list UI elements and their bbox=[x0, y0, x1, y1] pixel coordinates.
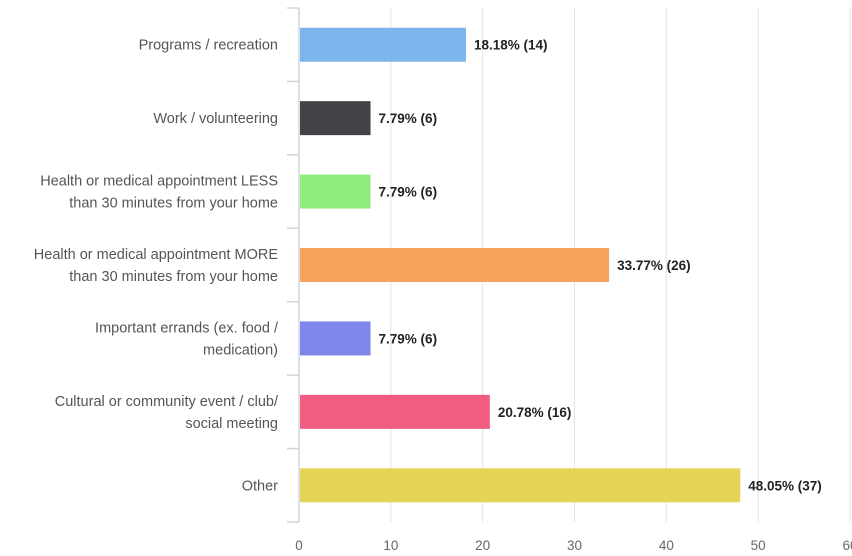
x-tick-label-30: 30 bbox=[567, 538, 582, 553]
bar-3 bbox=[300, 248, 610, 282]
category-label-line: Other bbox=[242, 478, 278, 494]
bar-0 bbox=[300, 27, 466, 62]
category-label-6: Other bbox=[242, 478, 278, 494]
category-label-line: Important errands (ex. food / bbox=[95, 320, 279, 336]
category-label-line: Health or medical appointment MORE bbox=[34, 247, 279, 263]
x-tick-label-50: 50 bbox=[751, 538, 766, 553]
category-label-line: social meeting bbox=[185, 416, 278, 432]
category-label-2: Health or medical appointment LESS than 3… bbox=[40, 174, 278, 212]
category-label-line: medication) bbox=[203, 342, 278, 358]
data-label-1: 7.79% (6) bbox=[379, 111, 438, 126]
x-tick-label-40: 40 bbox=[659, 538, 674, 553]
category-label-1: Work / volunteering bbox=[153, 111, 278, 127]
bar-5 bbox=[300, 394, 490, 429]
data-label-6: 48.05% (37) bbox=[748, 478, 822, 493]
data-label-4: 7.79% (6) bbox=[379, 331, 438, 346]
category-label-5: Cultural or community event / club/socia… bbox=[55, 394, 279, 432]
category-label-3: Health or medical appointment MORE than 3… bbox=[34, 247, 279, 285]
category-label-line: Cultural or community event / club/ bbox=[55, 394, 279, 410]
data-label-0: 18.18% (14) bbox=[474, 38, 548, 53]
x-tick-label-60: 60 bbox=[842, 538, 852, 553]
bar-1 bbox=[300, 101, 371, 136]
category-label-line: Health or medical appointment LESS bbox=[40, 174, 278, 190]
category-label-line: than 30 minutes from your home bbox=[69, 196, 278, 212]
data-label-3: 33.77% (26) bbox=[617, 258, 691, 273]
category-label-4: Important errands (ex. food / medication) bbox=[95, 320, 279, 358]
x-tick-label-20: 20 bbox=[475, 538, 490, 553]
category-label-line: Programs / recreation bbox=[139, 38, 278, 54]
x-tick-label-0: 0 bbox=[295, 538, 303, 553]
x-tick-label-10: 10 bbox=[383, 538, 398, 553]
category-label-line: Work / volunteering bbox=[153, 111, 278, 127]
bar-6 bbox=[300, 468, 741, 503]
bar-2 bbox=[300, 174, 371, 209]
category-label-0: Programs / recreation bbox=[139, 38, 278, 54]
category-label-line: than 30 minutes from your home bbox=[69, 269, 278, 285]
bar-4 bbox=[300, 321, 371, 356]
data-label-5: 20.78% (16) bbox=[498, 405, 572, 420]
data-label-2: 7.79% (6) bbox=[379, 185, 438, 200]
